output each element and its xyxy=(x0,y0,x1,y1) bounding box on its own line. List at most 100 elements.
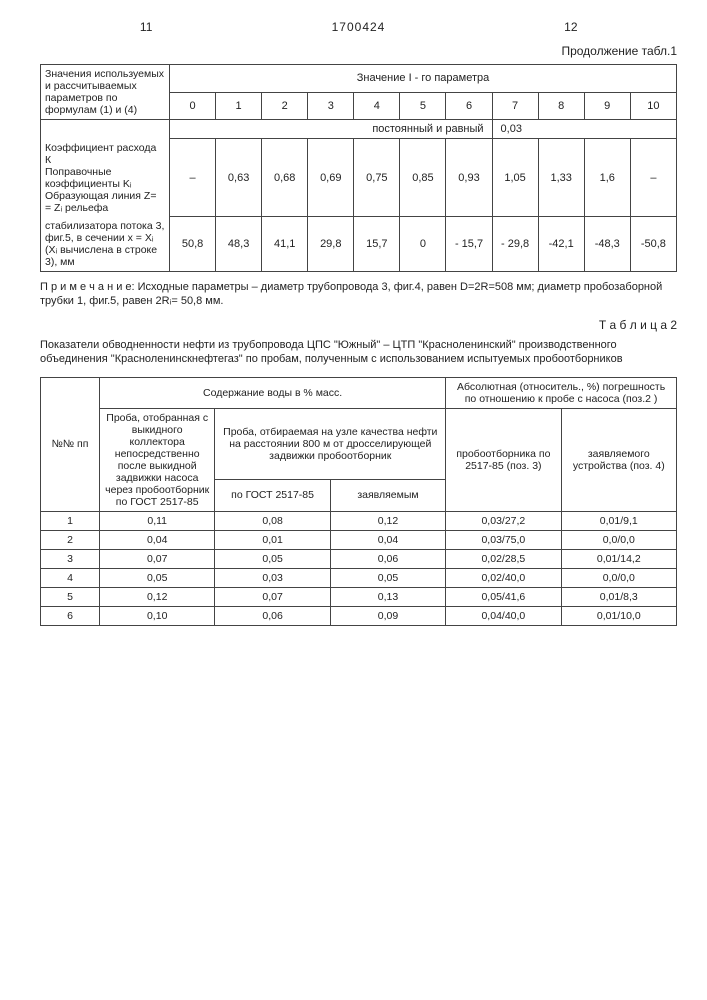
t2-cell: 6 xyxy=(41,606,100,625)
t1-const-val: 0,03 xyxy=(492,120,676,139)
t1-left-header: Значения используемых и рассчитываемых п… xyxy=(41,65,170,120)
t1-cell: – xyxy=(170,139,216,217)
t2-cell: 0,01/14,2 xyxy=(561,549,676,568)
t2-cell: 0,03/27,2 xyxy=(446,511,561,530)
table-1: Значения используемых и рассчитываемых п… xyxy=(40,64,677,272)
t2-cell: 0,02/40,0 xyxy=(446,568,561,587)
t2-cell: 0,05 xyxy=(100,568,215,587)
t2-cell: 0,10 xyxy=(100,606,215,625)
t1-cell: - 15,7 xyxy=(446,217,492,272)
t2-cell: 2 xyxy=(41,530,100,549)
table-row: 10,110,080,120,03/27,20,01/9,1 xyxy=(41,511,677,530)
t2-cell: 0,01/9,1 xyxy=(561,511,676,530)
t2-cell: 0,01/8,3 xyxy=(561,587,676,606)
t2-cell: 0,05 xyxy=(330,568,445,587)
t1-col: 4 xyxy=(354,92,400,120)
t2-h-colA: Проба, отобранная с выкидного коллектора… xyxy=(100,408,215,511)
t2-h-water: Содержание воды в % масс. xyxy=(100,377,446,408)
t1-cell: 0,93 xyxy=(446,139,492,217)
t1-col: 0 xyxy=(170,92,216,120)
table-2: №№ пп Содержание воды в % масс. Абсолютн… xyxy=(40,377,677,626)
t2-cell: 0,02/28,5 xyxy=(446,549,561,568)
t1-row-k: Коэффициент расхода К Поправочные коэффи… xyxy=(41,139,677,217)
t1-cell: 1,05 xyxy=(492,139,538,217)
t1-cell: 0,85 xyxy=(400,139,446,217)
t1-cell: - 29,8 xyxy=(492,217,538,272)
t1-cell: -42,1 xyxy=(538,217,584,272)
t1-col: 10 xyxy=(630,92,676,120)
header-center: 1700424 xyxy=(252,20,464,34)
t1-cell: 29,8 xyxy=(308,217,354,272)
t1-col: 9 xyxy=(584,92,630,120)
t2-cell: 5 xyxy=(41,587,100,606)
t2-cell: 0,0/0,0 xyxy=(561,530,676,549)
header-right: 12 xyxy=(465,20,677,34)
t2-cell: 0,13 xyxy=(330,587,445,606)
t1-cell: 1,33 xyxy=(538,139,584,217)
t1-col: 6 xyxy=(446,92,492,120)
table-row: 20,040,010,040,03/75,00,0/0,0 xyxy=(41,530,677,549)
t1-cell: 0,68 xyxy=(262,139,308,217)
table-row: 40,050,030,050,02/40,00,0/0,0 xyxy=(41,568,677,587)
t1-cell: 15,7 xyxy=(354,217,400,272)
t1-value-header: Значение I - го параметра xyxy=(170,65,677,93)
t2-cell: 0,05 xyxy=(215,549,330,568)
page: 11 1700424 12 Продолжение табл.1 Значени… xyxy=(0,0,707,1000)
t2-h-colD: пробоотборника по 2517-85 (поз. 3) xyxy=(446,408,561,511)
t1-row-z: стабилизатора потока 3, фиг.5, в сечении… xyxy=(41,217,677,272)
t1-col: 5 xyxy=(400,92,446,120)
t1-const-row: постоянный и равный 0,03 xyxy=(41,120,677,139)
t2-cell: 4 xyxy=(41,568,100,587)
t2-h-abs: Абсолютная (относитель., %) погрешность … xyxy=(446,377,677,408)
t2-cell: 0,11 xyxy=(100,511,215,530)
t2-h-nn: №№ пп xyxy=(41,377,100,511)
t1-cell: -48,3 xyxy=(584,217,630,272)
t1-cell: 0,63 xyxy=(216,139,262,217)
t1-cell: 1,6 xyxy=(584,139,630,217)
t2-cell: 0,08 xyxy=(215,511,330,530)
t1-col: 2 xyxy=(262,92,308,120)
t2-cell: 0,03 xyxy=(215,568,330,587)
table-row: 60,100,060,090,04/40,00,01/10,0 xyxy=(41,606,677,625)
t2-cell: 0,0/0,0 xyxy=(561,568,676,587)
table1-caption: Продолжение табл.1 xyxy=(40,44,677,58)
t1-cell: 0 xyxy=(400,217,446,272)
t1-cell: – xyxy=(630,139,676,217)
t1-col: 3 xyxy=(308,92,354,120)
t2-h-colE: заявляемого устройства (поз. 4) xyxy=(561,408,676,511)
t2-cell: 0,06 xyxy=(330,549,445,568)
table2-caption: Т а б л и ц а 2 xyxy=(40,318,677,332)
t2-h-colB: по ГОСТ 2517-85 xyxy=(215,480,330,512)
t2-cell: 0,01 xyxy=(215,530,330,549)
t2-h-colC: заявляемым xyxy=(330,480,445,512)
t2-cell: 0,12 xyxy=(100,587,215,606)
header-left: 11 xyxy=(40,20,252,34)
t1-cell: 50,8 xyxy=(170,217,216,272)
t1-cell: -50,8 xyxy=(630,217,676,272)
t2-cell: 0,06 xyxy=(215,606,330,625)
t2-cell: 0,04/40,0 xyxy=(446,606,561,625)
t2-cell: 0,01/10,0 xyxy=(561,606,676,625)
t2-h-colBC: Проба, отбираемая на узле качества нефти… xyxy=(215,408,446,479)
t2-cell: 0,09 xyxy=(330,606,445,625)
t2-cell: 0,07 xyxy=(100,549,215,568)
table2-intro: Показатели обводненности нефти из трубоп… xyxy=(40,338,677,367)
t1-const-text: постоянный и равный xyxy=(170,120,493,139)
t1-col: 8 xyxy=(538,92,584,120)
t1-row-k-label: Коэффициент расхода К Поправочные коэффи… xyxy=(41,139,170,217)
header-row: 11 1700424 12 xyxy=(40,20,677,34)
table1-note: П р и м е ч а н и е: Исходные параметры … xyxy=(40,280,677,309)
t1-cell: 0,69 xyxy=(308,139,354,217)
t2-cell: 0,04 xyxy=(330,530,445,549)
table-row: 50,120,070,130,05/41,60,01/8,3 xyxy=(41,587,677,606)
t2-cell: 0,03/75,0 xyxy=(446,530,561,549)
t2-cell: 0,12 xyxy=(330,511,445,530)
t1-cell: 0,75 xyxy=(354,139,400,217)
t1-empty xyxy=(41,120,170,139)
t2-cell: 0,05/41,6 xyxy=(446,587,561,606)
t1-cell: 48,3 xyxy=(216,217,262,272)
t1-cell: 41,1 xyxy=(262,217,308,272)
t1-row-z-label: стабилизатора потока 3, фиг.5, в сечении… xyxy=(41,217,170,272)
t2-cell: 3 xyxy=(41,549,100,568)
t1-col: 1 xyxy=(216,92,262,120)
